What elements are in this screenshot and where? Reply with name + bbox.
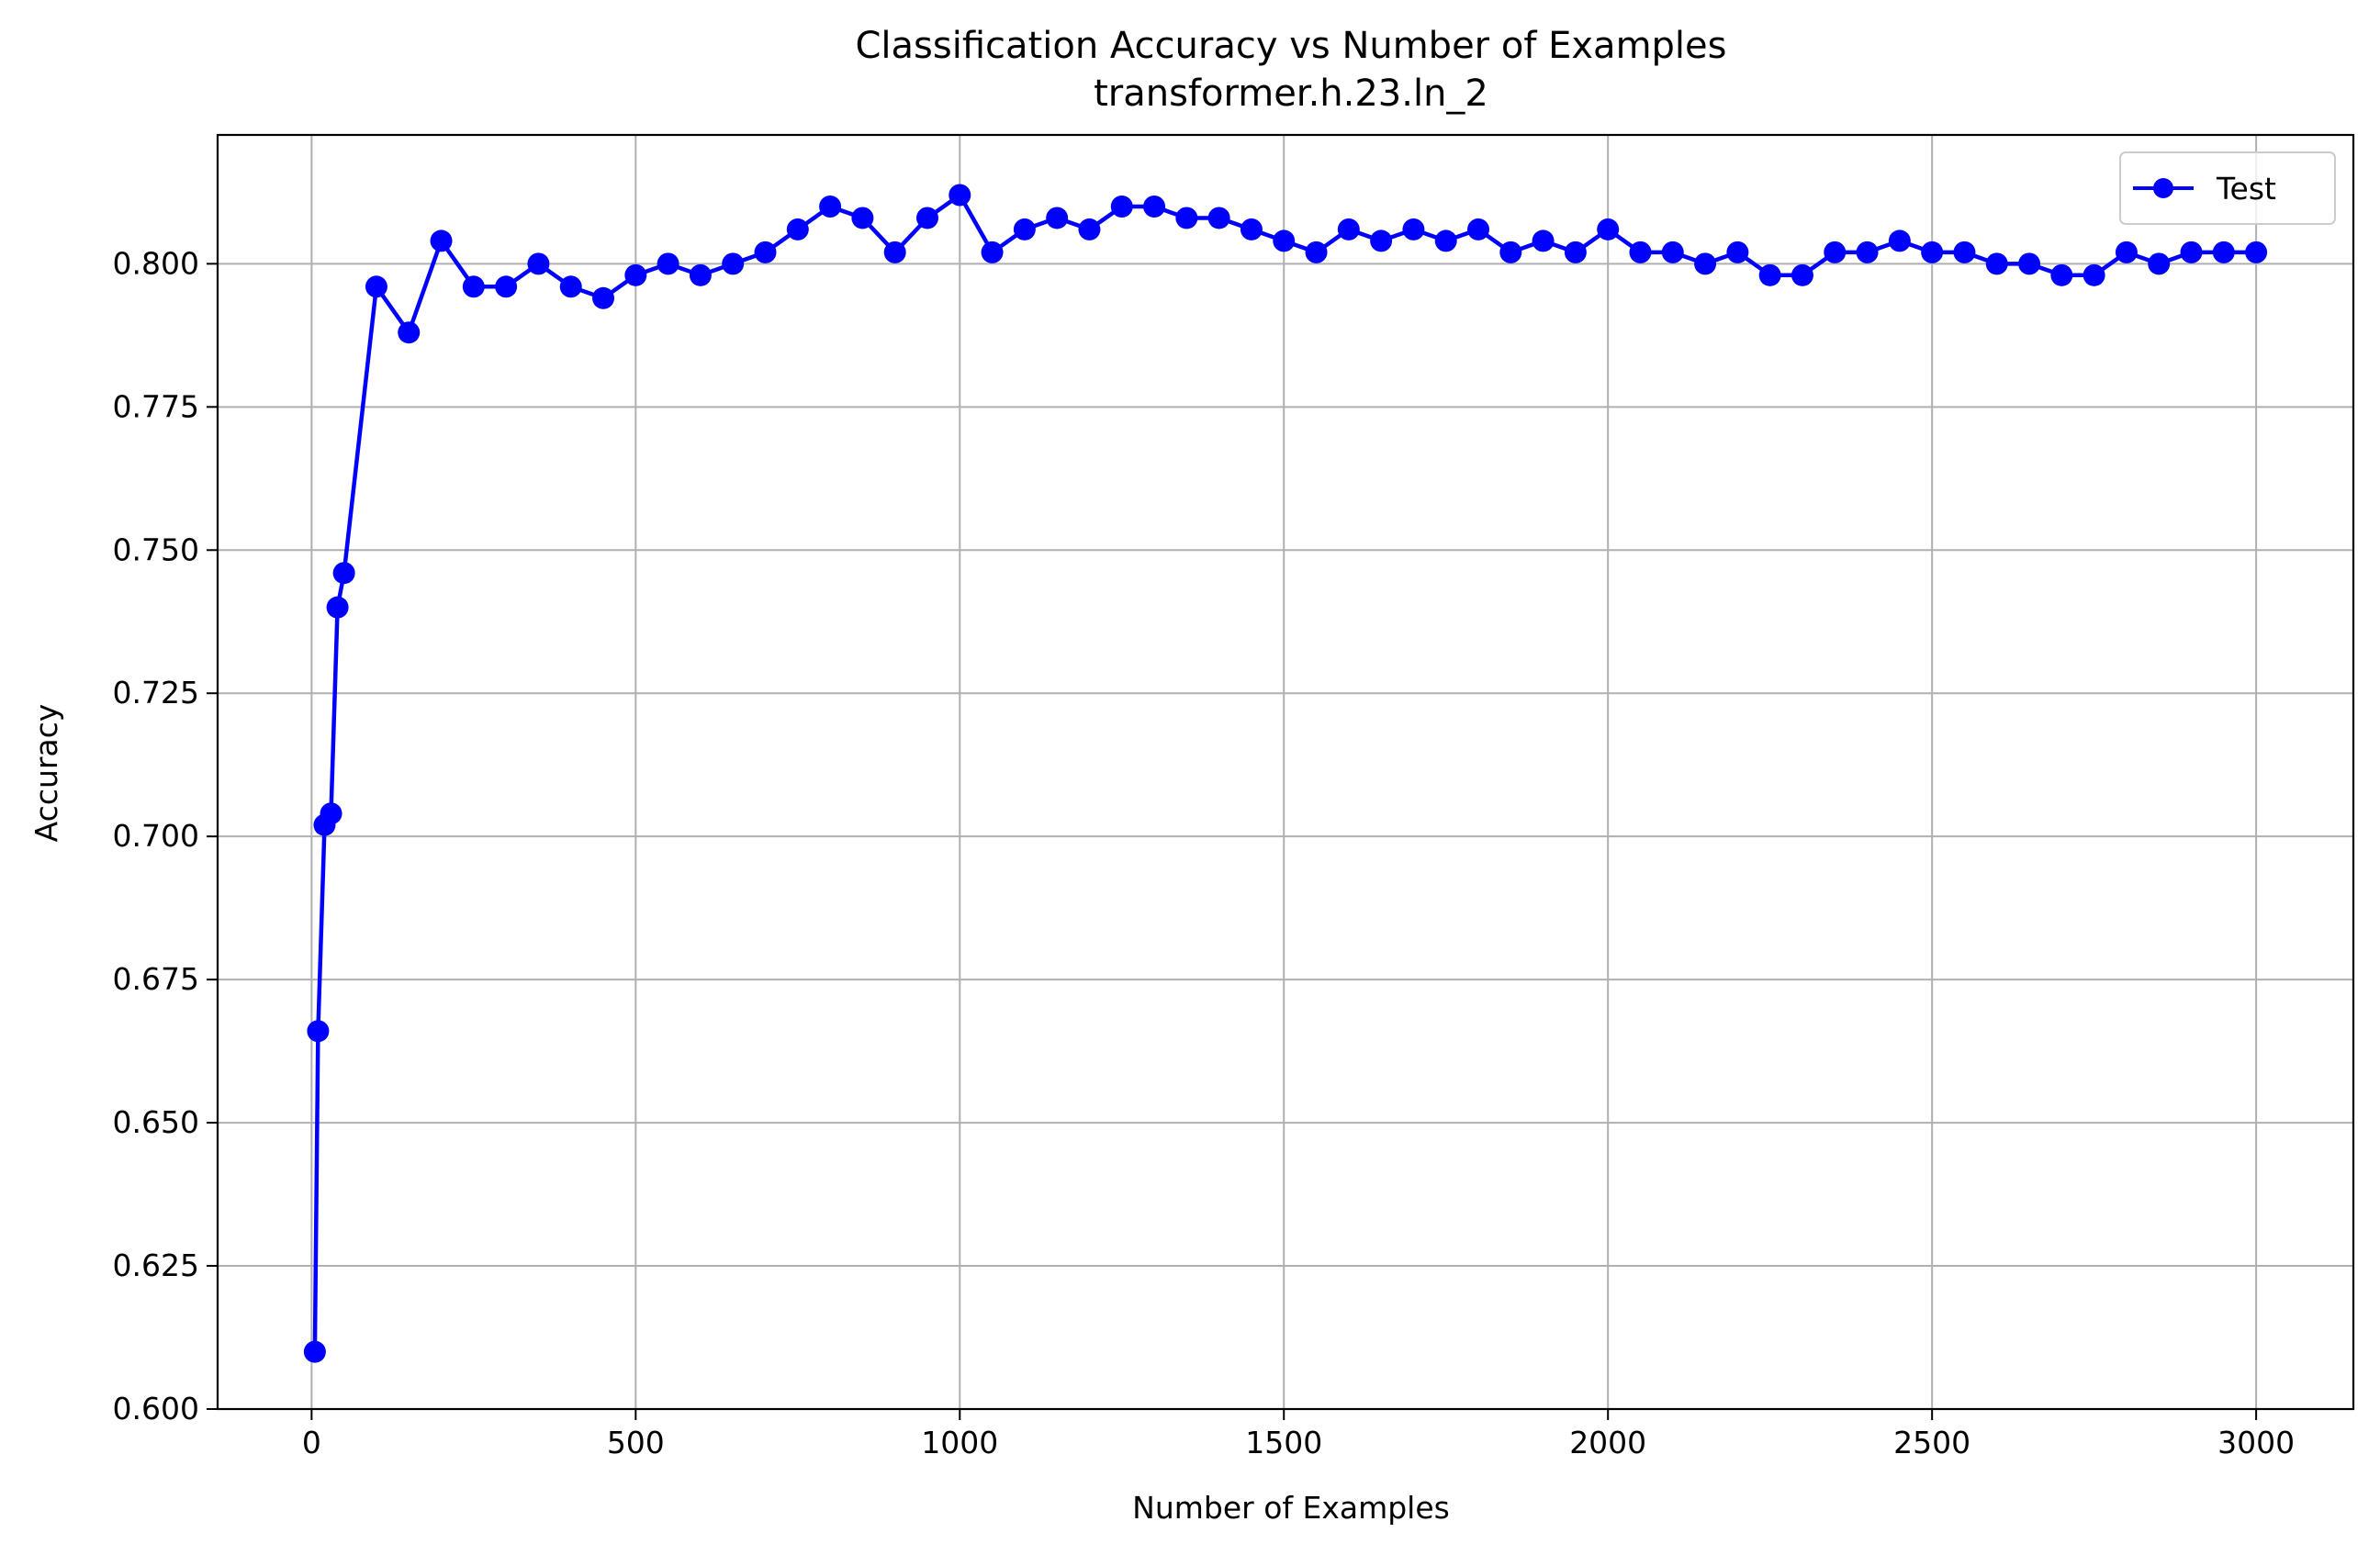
data-point [2115, 241, 2138, 263]
data-point [1337, 218, 1360, 241]
y-tick-label: 0.775 [113, 388, 199, 424]
series-layer [303, 184, 2268, 1363]
y-axis-label: Accuracy [28, 704, 64, 843]
data-point [1856, 241, 1879, 263]
y-axis: 0.600 0.625 0.650 0.675 0.700 0.725 0.750 0.775… [113, 245, 218, 1426]
data-point [1143, 195, 1166, 218]
data-point [851, 207, 874, 229]
data-point [2018, 252, 2041, 275]
data-point [592, 286, 615, 309]
data-point [819, 195, 842, 218]
data-point [527, 252, 550, 275]
legend-marker-swatch [2153, 178, 2173, 198]
data-point [1888, 229, 1911, 252]
data-point [1370, 229, 1393, 252]
data-point [754, 241, 777, 263]
x-tick-label: 3000 [2217, 1425, 2295, 1460]
data-point [2180, 241, 2203, 263]
data-point [326, 596, 349, 619]
data-point [1078, 218, 1101, 241]
data-point [915, 207, 938, 229]
data-point [657, 252, 679, 275]
x-tick-label: 500 [607, 1425, 665, 1460]
data-point [1694, 252, 1717, 275]
data-point [883, 241, 906, 263]
plot-frame [216, 133, 2355, 1411]
x-tick-label: 0 [302, 1425, 321, 1460]
data-point [559, 275, 582, 298]
data-point [495, 275, 518, 298]
legend: Test [2119, 151, 2336, 225]
data-point [949, 184, 971, 207]
data-point [1758, 263, 1781, 286]
x-axis: 0 500 1000 1500 2000 2500 3000 [302, 1409, 2295, 1460]
chart-subtitle: transformer.h.23.ln_2 [1094, 73, 1488, 115]
data-point [1175, 207, 1198, 229]
data-point [624, 263, 647, 286]
legend-frame [2119, 151, 2336, 225]
data-point [2050, 263, 2073, 286]
data-point [722, 252, 745, 275]
y-tick-label: 0.675 [113, 961, 199, 997]
data-point [689, 263, 712, 286]
data-point [462, 275, 485, 298]
data-point [2245, 241, 2268, 263]
x-tick-label: 2500 [1893, 1425, 1970, 1460]
x-axis-label: Number of Examples [1132, 1490, 1450, 1526]
y-tick-label: 0.600 [113, 1391, 199, 1426]
data-point [1499, 241, 1522, 263]
data-point [981, 241, 1004, 263]
y-tick-label: 0.800 [113, 245, 199, 281]
data-point [1791, 263, 1813, 286]
y-tick-label: 0.650 [113, 1104, 199, 1140]
grid-lines [218, 135, 2353, 1410]
data-point [1110, 195, 1133, 218]
y-tick-label: 0.700 [113, 818, 199, 854]
x-tick-label: 1500 [1245, 1425, 1322, 1460]
x-tick-label: 2000 [1569, 1425, 1646, 1460]
data-point [1207, 207, 1230, 229]
data-point [1921, 241, 1944, 263]
data-point [2212, 241, 2235, 263]
data-point [1046, 207, 1069, 229]
y-tick-label: 0.625 [113, 1247, 199, 1283]
data-point [320, 802, 342, 825]
data-point [1824, 241, 1847, 263]
data-point [398, 321, 421, 344]
data-point [332, 562, 355, 585]
data-point [1467, 218, 1490, 241]
data-point [2148, 252, 2171, 275]
data-point [786, 218, 809, 241]
data-point [1629, 241, 1652, 263]
data-point [303, 1340, 326, 1363]
chart-title: Classification Accuracy vs Number of Exa… [856, 25, 1727, 67]
data-point [1305, 241, 1328, 263]
y-tick-label: 0.725 [113, 675, 199, 710]
y-tick-label: 0.750 [113, 531, 199, 567]
data-point [365, 275, 387, 298]
data-point [1597, 218, 1620, 241]
data-point [1240, 218, 1263, 241]
data-point [1273, 229, 1296, 252]
data-point [430, 229, 453, 252]
legend-label-test: Test [2216, 171, 2276, 207]
data-point [1661, 241, 1684, 263]
data-point [2082, 263, 2105, 286]
x-tick-label: 1000 [921, 1425, 998, 1460]
data-point [307, 1020, 330, 1043]
data-point [1532, 229, 1555, 252]
data-point [1564, 241, 1587, 263]
data-point [1726, 241, 1749, 263]
data-point [1013, 218, 1036, 241]
data-point [1953, 241, 1976, 263]
data-point [1985, 252, 2008, 275]
data-point [1434, 229, 1457, 252]
data-point [1402, 218, 1425, 241]
